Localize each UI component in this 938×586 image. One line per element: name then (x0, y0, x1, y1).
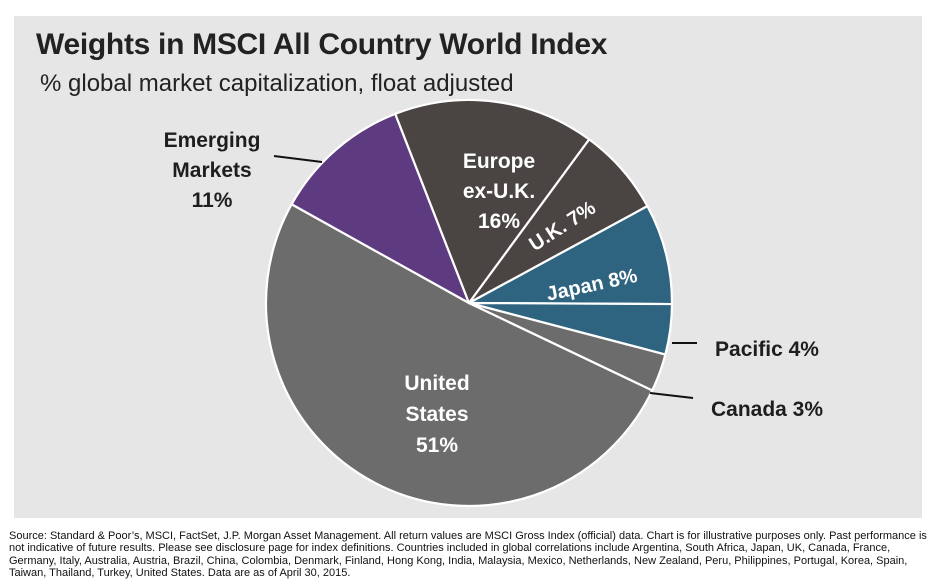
leader-line-canada (649, 392, 694, 399)
slice-label-canada: Canada 3% (711, 398, 823, 421)
slice-label-line: ex-U.K. (463, 180, 535, 203)
pie-slice-united-states (264, 203, 654, 508)
slice-label-line: States (405, 403, 468, 426)
pie-slice-europe-ex-uk (394, 98, 591, 305)
slice-label-line: 51% (416, 434, 458, 457)
slice-label-pacific: Pacific 4% (715, 338, 819, 361)
slice-label-line: 11% (192, 189, 233, 212)
chart-subtitle: % global market capitalization, float ad… (40, 70, 514, 97)
chart-title: Weights in MSCI All Country World Index (36, 28, 608, 61)
slice-label-united-states: United States 51% (404, 372, 469, 457)
pie-slice-japan (467, 205, 674, 306)
slice-label-europe-ex-uk: Europe ex-U.K. 16% (463, 150, 535, 233)
slice-label-emerging-markets: Emerging Markets 11% (164, 129, 261, 212)
leader-line-emerging-markets (273, 155, 323, 163)
slice-label-line: United (404, 372, 469, 395)
source-footnote: Source: Standard & Poor’s, MSCI, FactSet… (9, 530, 927, 580)
slice-label-line: Canada 3% (711, 398, 823, 421)
pie-slice-canada (467, 301, 667, 392)
slice-label-line: Emerging (164, 129, 261, 152)
slice-label-line: Markets (172, 159, 251, 182)
slice-label-line: 16% (478, 210, 520, 233)
pie-slice-emerging-markets (290, 112, 471, 305)
slice-label-line: Europe (463, 150, 535, 173)
slice-label-line: Pacific 4% (715, 338, 819, 361)
